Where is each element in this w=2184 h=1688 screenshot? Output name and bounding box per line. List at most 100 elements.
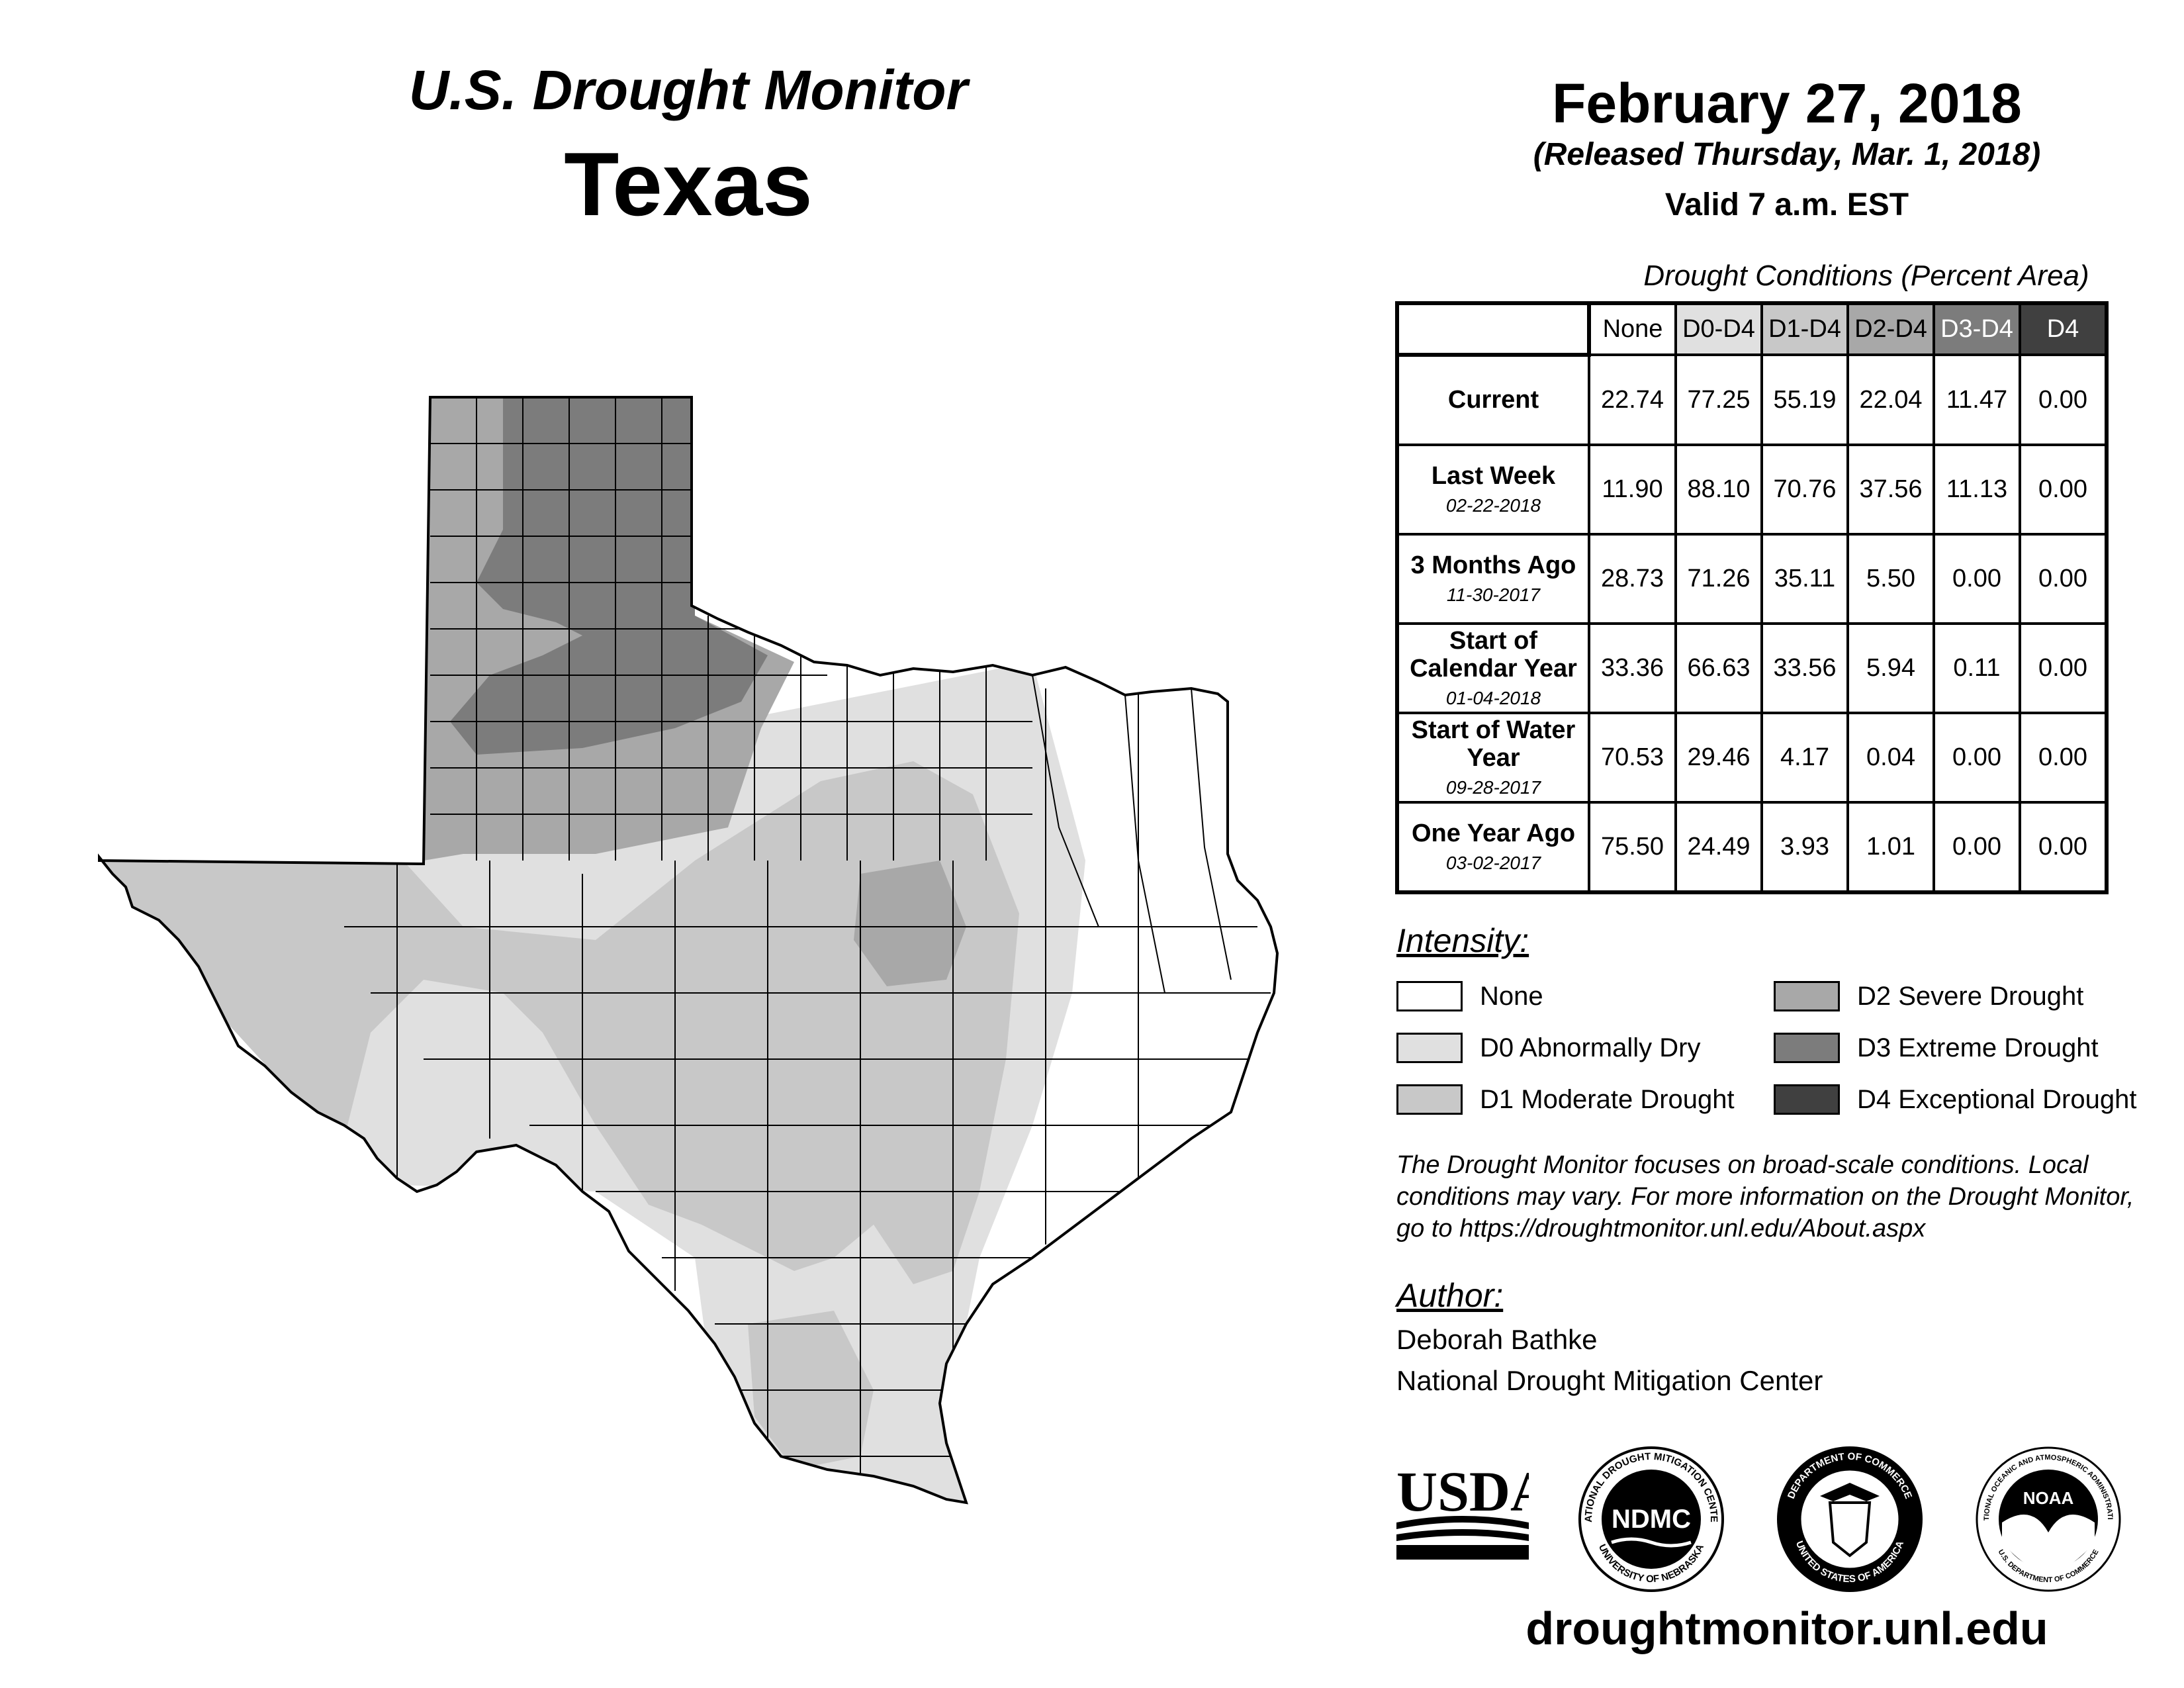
legend-label: D0 Abnormally Dry <box>1480 1033 1701 1062</box>
table-cell: 71.26 <box>1674 533 1763 625</box>
table-cell: 35.11 <box>1760 533 1849 625</box>
table-header-row: None D0-D4 D1-D4 D2-D4 D3-D4 D4 <box>1397 302 2108 357</box>
legend-swatch <box>1774 981 1840 1011</box>
website-url[interactable]: droughtmonitor.unl.edu <box>1525 1603 2048 1654</box>
legend-label: D2 Severe Drought <box>1857 981 2084 1011</box>
legend-label: D4 Exceptional Drought <box>1857 1084 2137 1114</box>
state-border <box>98 396 1279 1505</box>
table-cell: 28.73 <box>1588 533 1677 625</box>
column-header: D0-D4 <box>1674 302 1763 356</box>
department-of-commerce-seal: DEPARTMENT OF COMMERCE UNITED STATES OF … <box>1777 1446 1923 1592</box>
table-cell: 70.53 <box>1588 712 1677 804</box>
table-cell: 1.01 <box>1846 801 1935 894</box>
legend-item: None <box>1396 981 1543 1011</box>
table-row: 3 Months Ago 11-30-2017 28.73 71.26 35.11 5.5… <box>1396 533 2108 625</box>
table-row: One Year Ago 03-02-2017 75.50 24.49 3.93 1.01… <box>1396 801 2108 894</box>
table-cell: 0.00 <box>1933 801 2021 894</box>
table-cell: 88.10 <box>1674 444 1763 536</box>
row-label-text: Last Week <box>1431 462 1556 491</box>
table-cell: 24.49 <box>1674 801 1763 894</box>
table-row: Last Week 02-22-2018 11.90 88.10 70.76 37.56 1… <box>1396 444 2108 536</box>
legend-item: D4 Exceptional Drought <box>1774 1084 2136 1115</box>
column-header: D1-D4 <box>1760 302 1849 356</box>
legend-swatch <box>1774 1084 1840 1115</box>
row-label-text: Start of Calendar Year <box>1410 627 1577 683</box>
drought-areas <box>99 397 1085 1503</box>
table-cell: 70.76 <box>1760 444 1849 536</box>
table-corner <box>1397 303 1591 357</box>
table-cell: 0.00 <box>1933 712 2021 804</box>
table-cell: 4.17 <box>1760 712 1849 804</box>
table-cell: 11.90 <box>1588 444 1677 536</box>
author-name: Deborah Bathke <box>1396 1324 1598 1355</box>
row-date: 09-28-2017 <box>1445 776 1541 798</box>
table-cell: 0.00 <box>1933 533 2021 625</box>
table-cell: 0.04 <box>1846 712 1935 804</box>
table-row: Start of Water Year 09-28-2017 70.53 29.46 4… <box>1396 712 2108 804</box>
table-cell: 37.56 <box>1846 444 1935 536</box>
table-cell: 0.00 <box>2019 444 2108 536</box>
legend-label: D3 Extreme Drought <box>1857 1033 2099 1062</box>
row-label: Start of Calendar Year 01-04-2018 <box>1396 622 1590 714</box>
noaa-logo-text: NOAA <box>2023 1488 2074 1508</box>
table-cell: 77.25 <box>1674 353 1763 446</box>
legend-item: D3 Extreme Drought <box>1774 1033 2099 1063</box>
table-cell: 0.11 <box>1933 622 2021 714</box>
table-cell: 66.63 <box>1674 622 1763 714</box>
table-cell: 5.50 <box>1846 533 1935 625</box>
table-cell: 0.00 <box>2019 622 2108 714</box>
table-cell: 22.04 <box>1846 353 1935 446</box>
author-heading: Author: <box>1396 1277 1504 1314</box>
table-cell: 0.00 <box>2019 801 2108 894</box>
valid-time: Valid 7 a.m. EST <box>1664 187 1909 222</box>
legend-swatch <box>1396 981 1463 1011</box>
legend-item: D2 Severe Drought <box>1774 981 2083 1011</box>
table-cell: 33.36 <box>1588 622 1677 714</box>
table-cell: 55.19 <box>1760 353 1849 446</box>
column-header: None <box>1588 302 1677 356</box>
legend-title: Intensity: <box>1396 922 1529 959</box>
drought-conditions-table: None D0-D4 D1-D4 D2-D4 D3-D4 D4 Current 2… <box>1395 301 2109 894</box>
legend-item: D0 Abnormally Dry <box>1396 1033 1700 1063</box>
column-header: D2-D4 <box>1846 302 1935 356</box>
table-cell: 0.00 <box>2019 712 2108 804</box>
table-cell: 11.13 <box>1933 444 2021 536</box>
ndmc-logo: NATIONAL DROUGHT MITIGATION CENTER UNIVE… <box>1575 1443 1724 1592</box>
d2-area-central <box>854 861 966 986</box>
column-header: D4 <box>2019 302 2108 356</box>
county-lines <box>344 397 1271 1476</box>
table-row: Start of Calendar Year 01-04-2018 33.36 66.… <box>1396 622 2108 714</box>
row-label: Current <box>1396 353 1590 446</box>
author-organization: National Drought Mitigation Center <box>1396 1365 1823 1396</box>
table-cell: 33.56 <box>1760 622 1849 714</box>
legend-swatch <box>1774 1033 1840 1063</box>
table-row: Current 22.74 77.25 55.19 22.04 11.47 0.00 <box>1396 353 2108 446</box>
state-title: Texas <box>564 134 813 234</box>
table-caption: Drought Conditions (Percent Area) <box>1643 259 2089 292</box>
legend-item: D1 Moderate Drought <box>1396 1084 1735 1115</box>
disclaimer-text: The Drought Monitor focuses on broad-sca… <box>1396 1151 2134 1243</box>
column-header: D3-D4 <box>1933 302 2021 356</box>
row-label: 3 Months Ago 11-30-2017 <box>1396 533 1590 625</box>
table-cell: 29.46 <box>1674 712 1763 804</box>
table-cell: 75.50 <box>1588 801 1677 894</box>
texas-drought-map <box>98 396 1279 1505</box>
row-date: 11-30-2017 <box>1446 585 1541 605</box>
noaa-logo: NATIONAL OCEANIC AND ATMOSPHERIC ADMINIS… <box>1972 1443 2121 1592</box>
row-label: Start of Water Year 09-28-2017 <box>1396 712 1590 804</box>
row-label: Last Week 02-22-2018 <box>1396 444 1590 536</box>
table-cell: 5.94 <box>1846 622 1935 714</box>
map-subtitle: U.S. Drought Monitor <box>408 59 968 121</box>
table-cell: 3.93 <box>1760 801 1849 894</box>
row-label: One Year Ago 03-02-2017 <box>1396 801 1590 894</box>
table-cell: 11.47 <box>1933 353 2021 446</box>
legend-label: None <box>1480 981 1543 1011</box>
release-date: (Released Thursday, Mar. 1, 2018) <box>1533 137 2041 172</box>
row-date: 03-02-2017 <box>1445 853 1541 873</box>
row-label-text: Current <box>1447 385 1539 414</box>
map-date: February 27, 2018 <box>1552 72 2022 134</box>
table-cell: 0.00 <box>2019 353 2108 446</box>
table-cell: 22.74 <box>1588 353 1677 446</box>
